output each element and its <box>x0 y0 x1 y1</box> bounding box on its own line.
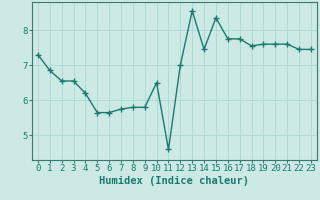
X-axis label: Humidex (Indice chaleur): Humidex (Indice chaleur) <box>100 176 249 186</box>
